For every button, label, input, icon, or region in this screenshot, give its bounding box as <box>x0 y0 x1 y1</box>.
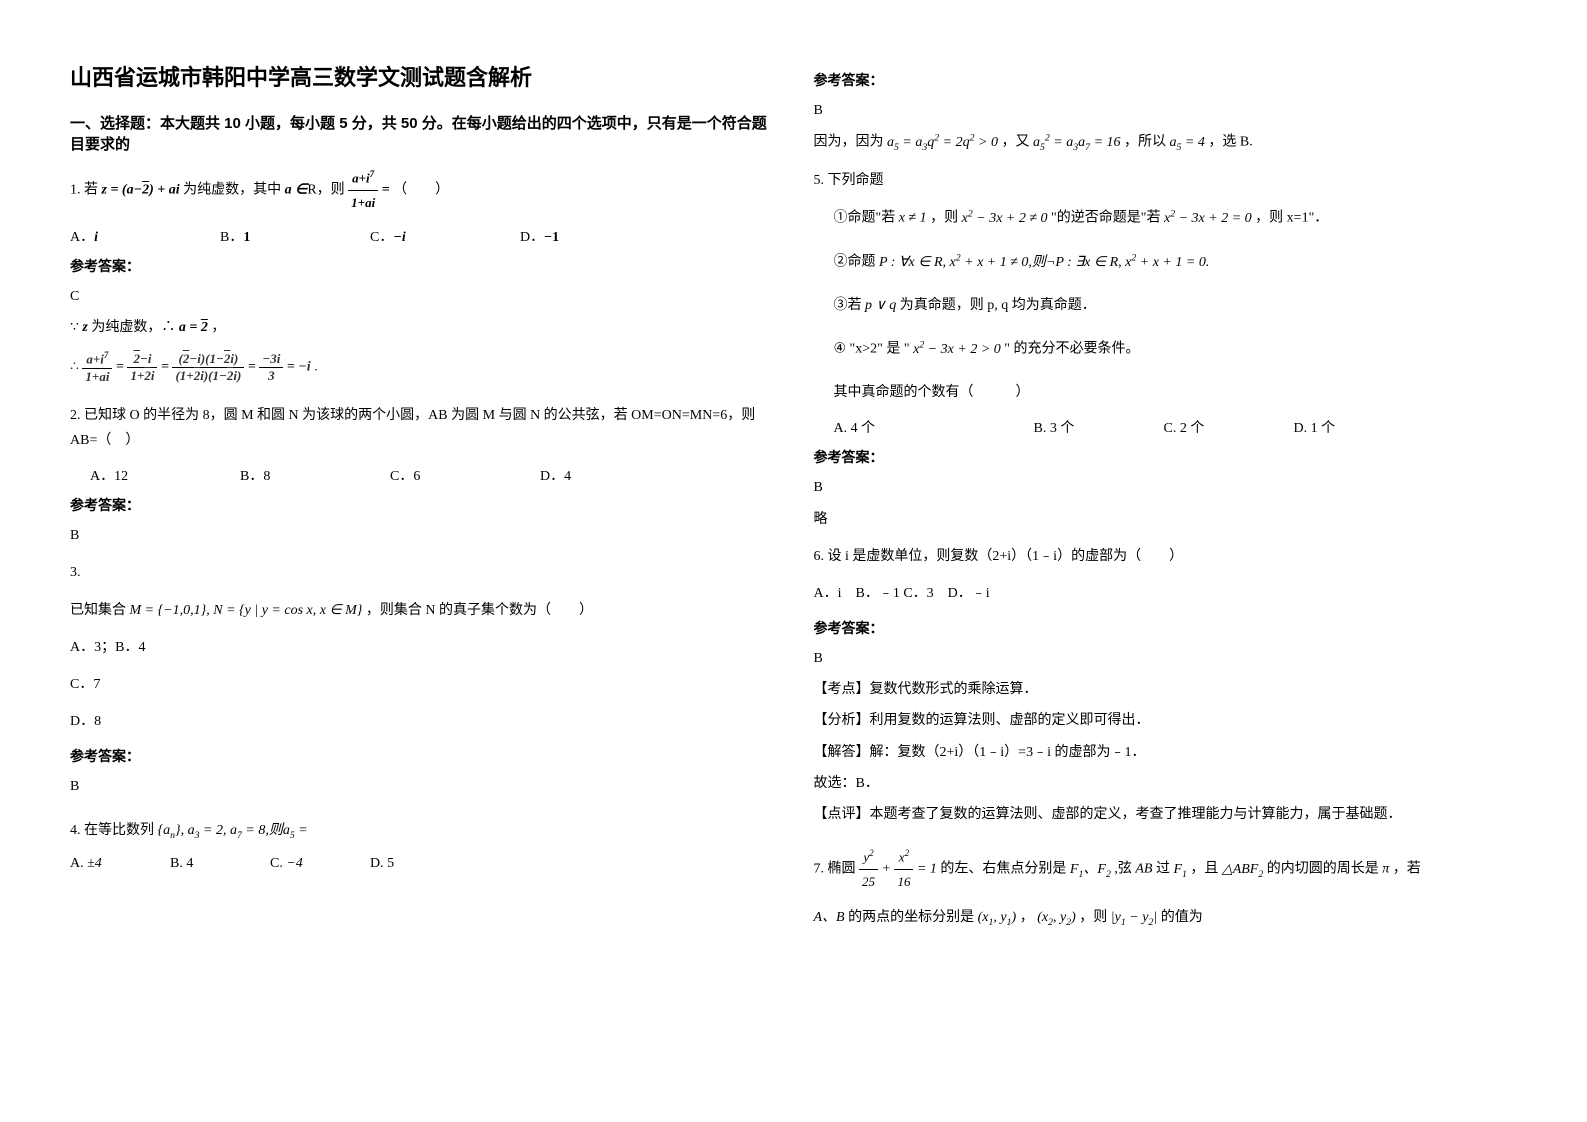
q2-options: A．12 B．8 C．6 D．4 <box>70 465 774 485</box>
q7-xy2: (x2, y2) <box>1037 910 1076 925</box>
question-5: 5. 下列命题 <box>814 168 1518 193</box>
q5-optC: C. 2 个 <box>1164 417 1294 437</box>
question-6: 6. 设 i 是虚数单位，则复数（2+i）（1﹣i）的虚部为（ ） <box>814 544 1518 569</box>
q4-seq: {an}, a3 = 2, a7 = 8,则a5 = <box>158 823 308 838</box>
q6-comment: 【点评】本题考查了复数的运算法则、虚部的定义，考查了推理能力与计算能力，属于基础… <box>814 802 1518 827</box>
q6-opts: A．i B．﹣1 C．3 D．﹣i <box>814 581 1518 606</box>
q1-equals: = <box>382 182 390 197</box>
q3-set: M = {−1,0,1}, N = {y | y = cos x, x ∈ M} <box>130 603 363 618</box>
q7-line2: A、B 的两点的坐标分别是 (x1, y1) ， (x2, y2) ，则 |y1… <box>814 905 1518 931</box>
q6-choose: 故选：B． <box>814 771 1518 796</box>
q5-ask: 其中真命题的个数有（ ） <box>814 380 1518 405</box>
question-3: 已知集合 M = {−1,0,1}, N = {y | y = cos x, x… <box>70 598 774 623</box>
q3-optD: D．8 <box>70 709 774 734</box>
q7-ab2: A、B <box>814 910 845 925</box>
question-2: 2. 已知球 O 的半径为 8，圆 M 和圆 N 为该球的两个小圆，AB 为圆 … <box>70 403 774 453</box>
q4-f2: a52 = a3a7 = 16 <box>1033 135 1121 150</box>
q1-z-var: z <box>82 320 87 335</box>
q5-optB: B. 3 个 <box>1034 417 1164 437</box>
q4-answer-label: 参考答案： <box>814 70 1518 90</box>
q2-optD: D．4 <box>540 465 690 485</box>
q5-p1-f3: x2 − 3x + 2 = 0 <box>1164 211 1252 226</box>
q1-blank: （ ） <box>393 182 449 197</box>
q1-fraction: a+i71+ai <box>348 166 378 214</box>
q1-answer-label: 参考答案： <box>70 256 774 276</box>
q4-optC: C. −4 <box>270 856 370 872</box>
q4-optD: D. 5 <box>370 856 470 872</box>
q3-answer-label: 参考答案： <box>70 746 774 766</box>
q1-optA: A．i <box>70 226 220 246</box>
q1-stem-pre: 1. 若 <box>70 182 98 197</box>
q1-formula-z: z = (a−2) + ai <box>102 182 180 197</box>
q5-p3-f: p ∨ q <box>865 298 896 313</box>
q1-comma: ， <box>211 320 225 335</box>
q5-p1-f1: x ≠ 1 <box>899 211 927 226</box>
question-1: 1. 若 z = (a−2) + ai 为纯虚数，其中 a ∈R，则 a+i71… <box>70 166 774 214</box>
q6-solve: 【解答】解：复数（2+i）（1﹣i）=3﹣i 的虚部为﹣1． <box>814 740 1518 765</box>
q5-answer-label: 参考答案： <box>814 447 1518 467</box>
q5-note: 略 <box>814 507 1518 532</box>
q6-answer-label: 参考答案： <box>814 618 1518 638</box>
q6-analysis: 【分析】利用复数的运算法则、虚部的定义即可得出． <box>814 708 1518 733</box>
right-column: 参考答案： B 因为，因为 a5 = a3q2 = 2q2 > 0 ，又 a52… <box>794 60 1538 1062</box>
q1-options: A．i B．1 C．−i D．−1 <box>70 226 774 246</box>
q7-pi: π <box>1382 862 1389 877</box>
q5-p4: ④ "x>2" 是 " x2 − 3x + 2 > 0 " 的充分不必要条件。 <box>814 336 1518 362</box>
q2-optB: B．8 <box>240 465 390 485</box>
q5-p3: ③若 p ∨ q 为真命题，则 p, q 均为真命题． <box>814 293 1518 318</box>
q1-stem-mid: 为纯虚数，其中 <box>183 182 281 197</box>
question-7: 7. 椭圆 y225 + x216 = 1 的左、右焦点分别是 F1、F2 ,弦… <box>814 845 1518 893</box>
question-4: 4. 在等比数列 {an}, a3 = 2, a7 = 8,则a5 = <box>70 818 774 844</box>
q3-answer: B <box>70 774 774 799</box>
q3-optC: C．7 <box>70 672 774 697</box>
q1-a-in: a ∈ <box>285 182 308 197</box>
q6-answer: B <box>814 646 1518 671</box>
q2-optA: A．12 <box>90 465 240 485</box>
q5-options: A. 4 个 B. 3 个 C. 2 个 D. 1 个 <box>814 417 1518 437</box>
q1-a-sqrt2: a = 2 <box>179 320 208 335</box>
q4-options: A. ±4 B. 4 C. −4 D. 5 <box>70 856 774 872</box>
q2-answer: B <box>70 523 774 548</box>
q1-period: . <box>314 360 318 375</box>
q7-ab: AB <box>1135 862 1152 877</box>
q1-stem-r: R，则 <box>307 182 344 197</box>
q4-optA: A. ±4 <box>70 856 170 872</box>
q4-optB: B. 4 <box>170 856 270 872</box>
q1-sol2: ∴ a+i71+ai = 2−i1+2i = (2−i)(1−2i)(1+2i)… <box>70 350 774 384</box>
q7-xy1: (x1, y1) <box>978 910 1017 925</box>
q7-f1f2: F1、F2 <box>1070 862 1111 877</box>
q4-answer: B <box>814 98 1518 123</box>
q1-optD: D．−1 <box>520 226 670 246</box>
q5-optA: A. 4 个 <box>834 417 1034 437</box>
q1-optC: C．−i <box>370 226 520 246</box>
q5-p1: ①命题"若 x ≠ 1 ，则 x2 − 3x + 2 ≠ 0 "的逆否命题是"若… <box>814 205 1518 231</box>
q7-tri: △ABF2 <box>1222 862 1263 877</box>
q3-optA: A．3；B．4 <box>70 635 774 660</box>
q5-answer: B <box>814 475 1518 500</box>
q7-f1: F1 <box>1173 862 1186 877</box>
q7-ellipse: y225 <box>859 845 878 893</box>
q1-sol1: ∵ z 为纯虚数，∴ a = 2 ， <box>70 315 774 340</box>
q5-p2-f: P : ∀x ∈ R, x2 + x + 1 ≠ 0,则¬P : ∃x ∈ R,… <box>879 255 1209 270</box>
q5-optD: D. 1 个 <box>1294 417 1444 437</box>
q4-f1: a5 = a3q2 = 2q2 > 0 <box>887 135 998 150</box>
q4-f3: a5 = 4 <box>1170 135 1205 150</box>
q2-answer-label: 参考答案： <box>70 495 774 515</box>
q4-sol: 因为，因为 a5 = a3q2 = 2q2 > 0 ，又 a52 = a3a7 … <box>814 129 1518 156</box>
q5-p2: ②命题 P : ∀x ∈ R, x2 + x + 1 ≠ 0,则¬P : ∃x … <box>814 249 1518 275</box>
q7-abs: |y1 − y2| <box>1111 910 1157 925</box>
q6-exam: 【考点】复数代数形式的乘除运算． <box>814 677 1518 702</box>
question-3-num: 3. <box>70 560 774 585</box>
q1-answer: C <box>70 284 774 309</box>
q2-optC: C．6 <box>390 465 540 485</box>
page-title: 山西省运城市韩阳中学高三数学文测试题含解析 <box>70 60 774 92</box>
q5-p1-f2: x2 − 3x + 2 ≠ 0 <box>962 211 1048 226</box>
left-column: 山西省运城市韩阳中学高三数学文测试题含解析 一、选择题：本大题共 10 小题，每… <box>50 60 794 1062</box>
section-header: 一、选择题：本大题共 10 小题，每小题 5 分，共 50 分。在每小题给出的四… <box>70 112 774 154</box>
q1-optB: B．1 <box>220 226 370 246</box>
q5-p4-f: x2 − 3x + 2 > 0 <box>913 342 1001 357</box>
